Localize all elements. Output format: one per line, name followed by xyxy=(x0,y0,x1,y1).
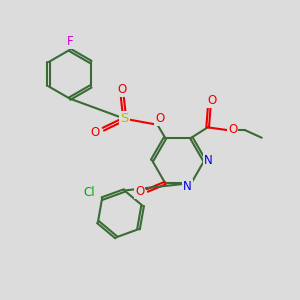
Text: Cl: Cl xyxy=(83,186,94,199)
Text: N: N xyxy=(204,154,212,167)
Text: N: N xyxy=(183,179,192,193)
Text: F: F xyxy=(66,35,73,48)
Text: O: O xyxy=(207,94,216,107)
Text: O: O xyxy=(155,112,164,125)
Text: O: O xyxy=(90,126,100,139)
Text: O: O xyxy=(135,185,145,199)
Text: S: S xyxy=(121,112,129,125)
Text: O: O xyxy=(118,82,127,96)
Text: O: O xyxy=(228,123,237,136)
